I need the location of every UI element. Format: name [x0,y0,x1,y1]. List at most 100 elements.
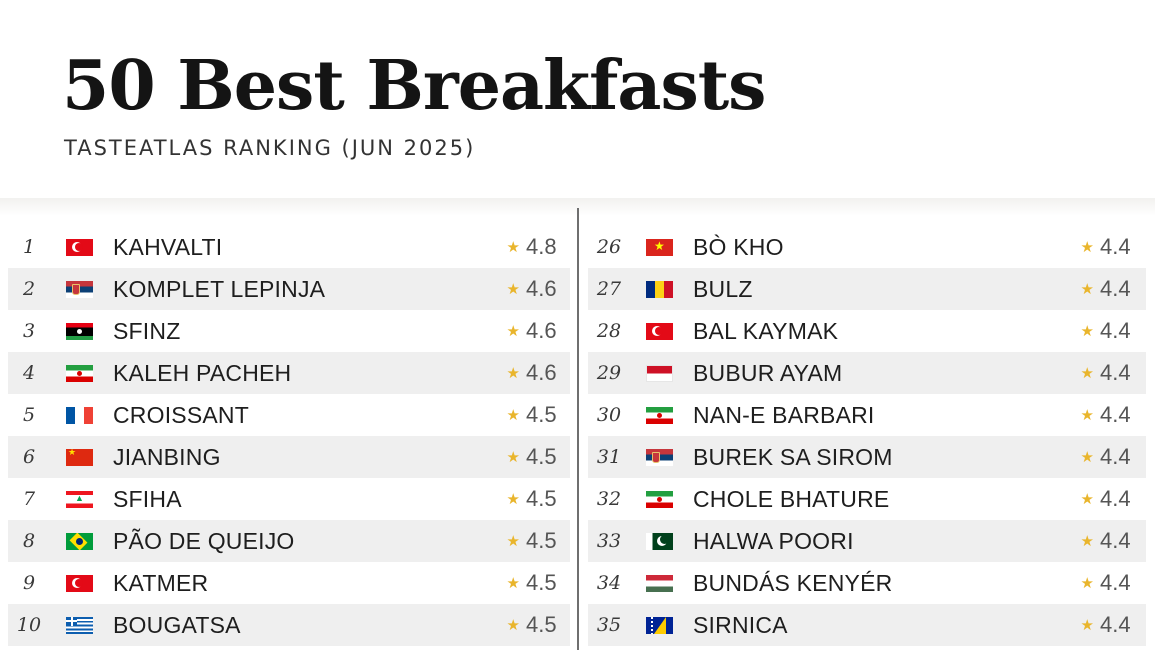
dish-name: CHOLE BHATURE [693,485,890,512]
rank-number: 30 [596,404,622,426]
turkey-flag-icon [66,574,93,592]
rank-number: 7 [22,488,36,510]
star-icon: ★ [1080,281,1094,298]
ranking-row[interactable]: 28 BAL KAYMAK ★ 4.4 [588,310,1146,352]
rank-number: 31 [596,446,622,468]
france-flag-icon [66,406,93,424]
star-icon: ★ [506,617,520,634]
rating-value: 4.4 [1100,486,1131,511]
ranking-row[interactable]: 35 SIRNICA ★ 4.4 [588,604,1146,646]
ranking-row[interactable]: 34 BUNDÁS KENYÉR ★ 4.4 [588,562,1146,604]
star-icon: ★ [1080,365,1094,382]
star-icon: ★ [1080,449,1094,466]
dish-name: CROISSANT [113,401,249,428]
star-icon: ★ [1080,533,1094,550]
ranking-row[interactable]: 3 SFINZ ★ 4.6 [8,310,570,352]
rating-value: 4.5 [526,612,557,637]
rating-value: 4.4 [1100,360,1131,385]
ranking-row[interactable]: 1 KAHVALTI ★ 4.8 [8,226,570,268]
rank-number: 3 [22,320,36,342]
dish-name: BAL KAYMAK [693,317,839,344]
rank-number: 27 [596,278,622,300]
turkey-flag-icon [646,322,673,340]
rank-number: 1 [22,236,36,258]
rating-value: 4.4 [1100,528,1131,553]
star-icon: ★ [506,407,520,424]
lebanon-flag-icon [66,490,93,508]
star-icon: ★ [506,323,520,340]
star-icon: ★ [1080,407,1094,424]
ranking-row[interactable]: 31 BUREK SA SIROM ★ 4.4 [588,436,1146,478]
rank-number: 29 [596,362,622,384]
ranking-row[interactable]: 2 KOMPLET LEPINJA ★ 4.6 [8,268,570,310]
ranking-row[interactable]: 10 BOUGATSA ★ 4.5 [8,604,570,646]
column-divider [577,208,579,650]
dish-name: KATMER [113,569,209,596]
rating-value: 4.4 [1100,318,1131,343]
rank-number: 33 [596,530,622,552]
star-icon: ★ [1080,617,1094,634]
rating-value: 4.8 [526,234,557,259]
rank-number: 28 [596,320,622,342]
ranking-row[interactable]: 7 SFIHA ★ 4.5 [8,478,570,520]
dish-name: KALEH PACHEH [113,359,292,386]
iran-flag-icon [646,406,673,424]
rank-number: 32 [596,488,622,510]
rank-number: 5 [22,404,36,426]
serbia-flag-icon [646,448,673,466]
serbia-flag-icon [66,280,93,298]
ranking-row[interactable]: 32 CHOLE BHATURE ★ 4.4 [588,478,1146,520]
ranking-row[interactable]: 5 CROISSANT ★ 4.5 [8,394,570,436]
dish-name: BULZ [693,275,753,302]
iran-flag-icon [646,490,673,508]
ranking-row[interactable]: 8 PÃO DE QUEIJO ★ 4.5 [8,520,570,562]
star-icon: ★ [506,281,520,298]
indonesia-flag-icon [646,364,673,382]
star-icon: ★ [506,239,520,256]
ranking-row[interactable]: 26 BÒ KHO ★ 4.4 [588,226,1146,268]
star-icon: ★ [1080,491,1094,508]
turkey-flag-icon [66,238,93,256]
rank-number: 10 [16,614,42,636]
rating-value: 4.4 [1100,276,1131,301]
greece-flag-icon [66,616,93,634]
rank-number: 34 [596,572,622,594]
star-icon: ★ [506,533,520,550]
bosnia-flag-icon [646,616,673,634]
ranking-column-left: 1 KAHVALTI ★ 4.8 2 KOMPLET LEPINJA ★ 4.6 3 SFIN… [8,226,570,646]
dish-name: JIANBING [113,443,221,470]
rating-value: 4.4 [1100,612,1131,637]
dish-name: SFIHA [113,485,182,512]
ranking-row[interactable]: 4 KALEH PACHEH ★ 4.6 [8,352,570,394]
star-icon: ★ [1080,575,1094,592]
ranking-column-right: 26 BÒ KHO ★ 4.4 27 BULZ ★ 4.4 28 BAL KAYMAK ★ 4.4… [588,226,1146,646]
star-icon: ★ [1080,239,1094,256]
dish-name: BUNDÁS KENYÉR [693,569,893,596]
rating-value: 4.6 [526,318,557,343]
rating-value: 4.4 [1100,444,1131,469]
rating-value: 4.4 [1100,570,1131,595]
brazil-flag-icon [66,532,93,550]
dish-name: SIRNICA [693,611,788,638]
dish-name: KAHVALTI [113,233,223,260]
dish-name: BUBUR AYAM [693,359,843,386]
star-icon: ★ [506,491,520,508]
rank-number: 4 [22,362,36,384]
romania-flag-icon [646,280,673,298]
rank-number: 9 [22,572,36,594]
rating-value: 4.5 [526,528,557,553]
ranking-row[interactable]: 6 JIANBING ★ 4.5 [8,436,570,478]
table-top-shadow [0,198,1155,216]
page-subtitle: TASTEATLAS RANKING (JUN 2025) [64,136,476,160]
dish-name: PÃO DE QUEIJO [113,527,295,554]
ranking-row[interactable]: 30 NAN-E BARBARI ★ 4.4 [588,394,1146,436]
rating-value: 4.5 [526,570,557,595]
page-title: 50 Best Breakfasts [62,46,766,126]
ranking-row[interactable]: 33 HALWA POORI ★ 4.4 [588,520,1146,562]
ranking-row[interactable]: 9 KATMER ★ 4.5 [8,562,570,604]
dish-name: BOUGATSA [113,611,241,638]
ranking-row[interactable]: 27 BULZ ★ 4.4 [588,268,1146,310]
ranking-row[interactable]: 29 BUBUR AYAM ★ 4.4 [588,352,1146,394]
rank-number: 35 [596,614,622,636]
rank-number: 6 [22,446,36,468]
